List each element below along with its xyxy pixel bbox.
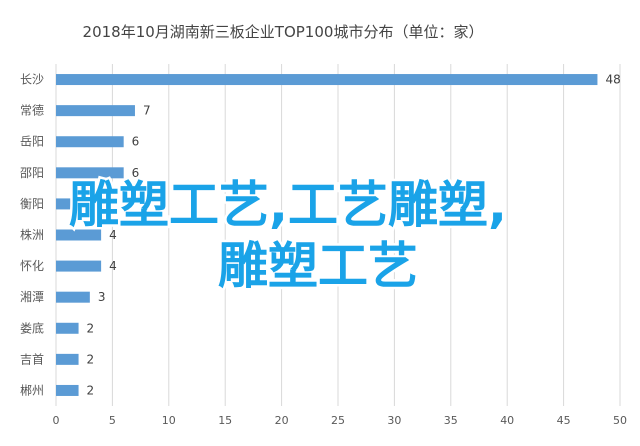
x-tick-label: 40: [500, 414, 514, 427]
category-label: 湘潭: [20, 289, 44, 304]
category-label: 邵阳: [20, 166, 44, 180]
bar-1: [56, 105, 135, 117]
category-label: 衡阳: [20, 197, 44, 211]
watermark-overlay: 雕塑工艺,工艺雕塑, 雕塑工艺: [67, 174, 510, 298]
category-label: 吉首: [20, 352, 44, 366]
x-tick-label: 25: [331, 414, 345, 427]
data-label: 2: [87, 383, 95, 397]
data-label: 48: [605, 73, 620, 87]
bar-4: [56, 198, 113, 210]
chart-title: 2018年10月湖南新三板企业TOP100城市分布（单位：家）: [83, 23, 484, 41]
data-label: 3: [98, 290, 106, 304]
bar-9: [56, 353, 79, 365]
x-tick-label: 5: [109, 414, 116, 427]
data-label: 6: [132, 135, 140, 149]
x-tick-label: 0: [53, 414, 60, 427]
data-label: 6: [132, 166, 140, 180]
category-label: 娄底: [20, 320, 44, 335]
x-tick-label: 50: [613, 414, 627, 427]
x-tick-label: 10: [162, 414, 176, 427]
data-label: 4: [109, 228, 117, 242]
category-label: 株洲: [20, 227, 44, 242]
labels: 0 5 10 15 20 25 30 35 40 45 50 长沙 48 常德 7 岳阳 6 邵阳 6 衡阳 5 株洲 4 怀…: [20, 73, 627, 427]
data-label: 2: [87, 321, 95, 335]
bars: [56, 74, 598, 396]
x-tick-label: 30: [387, 414, 401, 427]
category-label: 岳阳: [20, 135, 44, 149]
bar-5: [56, 229, 102, 241]
x-tick-label: 20: [275, 414, 289, 427]
category-label: 常德: [20, 103, 44, 118]
watermark-line-1: 雕塑工艺,工艺雕塑,: [69, 176, 507, 234]
bar-2: [56, 136, 124, 148]
category-label: 怀化: [20, 259, 44, 273]
bar-10: [56, 384, 79, 396]
x-tick-label: 45: [557, 414, 571, 427]
grid: [55, 64, 621, 406]
bar-6: [56, 260, 102, 272]
bar-8: [56, 322, 79, 334]
bar-7: [56, 291, 90, 303]
data-label: 2: [87, 352, 95, 366]
x-tick-label: 35: [444, 414, 458, 427]
category-label: 长沙: [20, 73, 44, 87]
data-label: 7: [143, 104, 151, 118]
data-label: 5: [120, 197, 128, 211]
x-tick-label: 15: [218, 414, 232, 427]
bar-3: [56, 167, 124, 179]
category-label: 郴州: [20, 383, 44, 397]
data-label: 4: [109, 259, 117, 273]
watermark-line-2: 雕塑工艺: [218, 237, 418, 295]
bar-0: [56, 74, 598, 86]
